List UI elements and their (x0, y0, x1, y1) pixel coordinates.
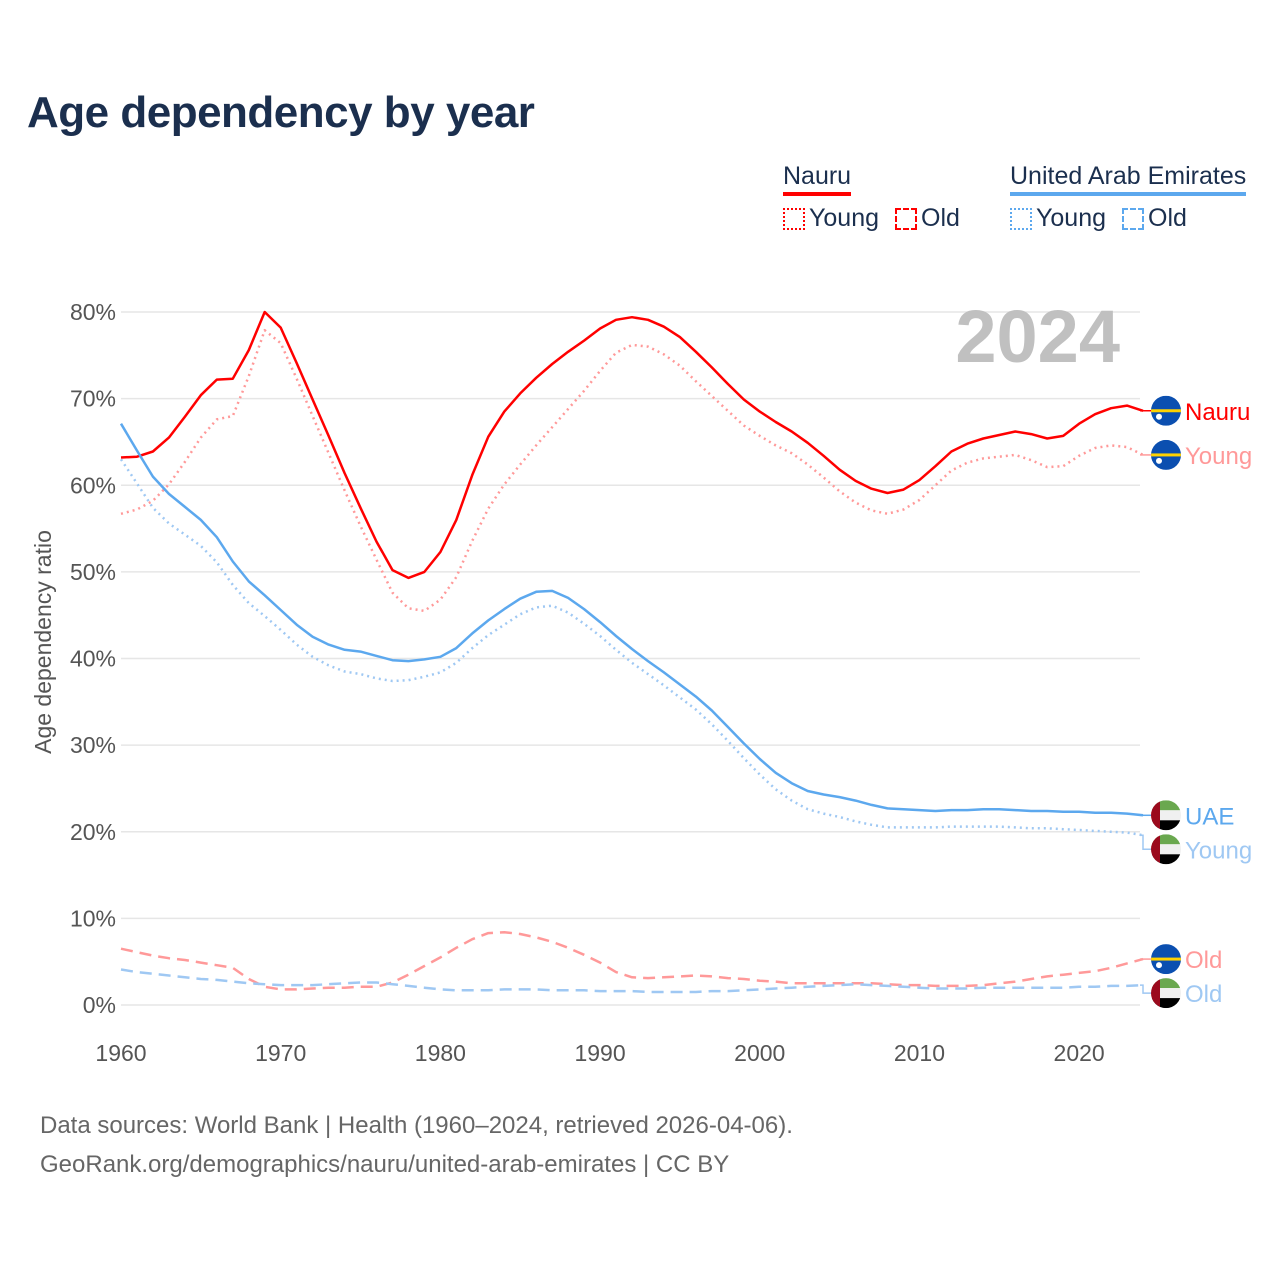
end-labels: Nauru Young UAE Young Old Old (1140, 395, 1252, 1009)
series-line-uae-young (119, 458, 1144, 837)
x-tick-label: 1970 (255, 1040, 306, 1066)
nauru-flag-icon (1151, 944, 1181, 975)
series-lines (119, 310, 1144, 994)
y-tick-label: 20% (70, 819, 116, 845)
end-label: Old (1185, 981, 1222, 1008)
y-tick-label: 0% (83, 992, 116, 1018)
end-label: Young (1185, 837, 1252, 864)
year-watermark: 2024 (955, 295, 1120, 378)
legend-label: Old (1148, 204, 1187, 232)
legend-nauru: Nauru Young Old (783, 162, 960, 233)
y-tick-label: 40% (70, 646, 116, 672)
dotted-swatch-icon (1010, 207, 1032, 230)
nauru-flag-icon (1151, 395, 1181, 426)
x-tick-label: 1980 (415, 1040, 466, 1066)
x-tick-label: 2000 (734, 1040, 785, 1066)
dashed-swatch-icon (1122, 207, 1144, 230)
dashed-swatch-icon (895, 207, 917, 230)
series-line-nauru (120, 310, 1144, 580)
series-line-nauru-old (120, 930, 1144, 991)
end-label: UAE (1185, 803, 1234, 830)
y-tick-label: 80% (70, 299, 116, 325)
y-tick-label: 60% (70, 472, 116, 498)
grid: 0% 10% 20% 30% 40% 50% 60% 70% 80% 1960 1970 1980 19… (70, 299, 1140, 1066)
legend-label: Young (809, 204, 879, 232)
legend-uae-title: United Arab Emirates (1010, 162, 1247, 196)
source-line: Data sources: World Bank | Health (1960–… (40, 1112, 793, 1139)
uae-flag-icon (1151, 978, 1181, 1009)
series-line-nauru-young (120, 328, 1144, 613)
dotted-swatch-icon (783, 207, 805, 230)
uae-flag-icon (1151, 834, 1181, 865)
label-connector (1140, 984, 1152, 994)
legend-uae-young[interactable]: Young (1010, 204, 1106, 233)
x-tick-label: 2010 (894, 1040, 945, 1066)
label-connector (1140, 834, 1152, 851)
y-axis-label: Age dependency ratio (30, 530, 56, 754)
uae-flag-icon (1151, 800, 1181, 831)
end-label: Nauru (1185, 399, 1250, 426)
x-tick-label: 2020 (1054, 1040, 1105, 1066)
y-tick-label: 10% (70, 905, 116, 931)
legend-uae: United Arab Emirates Young Old (1010, 162, 1247, 233)
y-tick-label: 70% (70, 386, 116, 412)
end-label: Young (1185, 443, 1252, 470)
legend-uae-old[interactable]: Old (1122, 204, 1187, 233)
y-tick-label: 30% (70, 732, 116, 758)
x-tick-label: 1960 (95, 1040, 146, 1066)
source-url[interactable]: GeoRank.org/demographics/nauru/united-ar… (40, 1151, 730, 1178)
end-label: Old (1185, 947, 1222, 974)
source-note: Data sources: World Bank | Health (1960–… (40, 1106, 793, 1184)
y-tick-label: 50% (70, 559, 116, 585)
legend-label: Old (921, 204, 960, 232)
legend-nauru-title: Nauru (783, 162, 852, 196)
legend-nauru-old[interactable]: Old (895, 204, 960, 233)
legend-label: Young (1036, 204, 1106, 232)
x-tick-label: 1990 (574, 1040, 625, 1066)
series-line-uae (119, 423, 1144, 817)
legend-nauru-young[interactable]: Young (783, 204, 879, 233)
nauru-flag-icon (1151, 439, 1181, 470)
chart-title: Age dependency by year (27, 88, 535, 137)
series-line-uae-old (120, 968, 1144, 994)
